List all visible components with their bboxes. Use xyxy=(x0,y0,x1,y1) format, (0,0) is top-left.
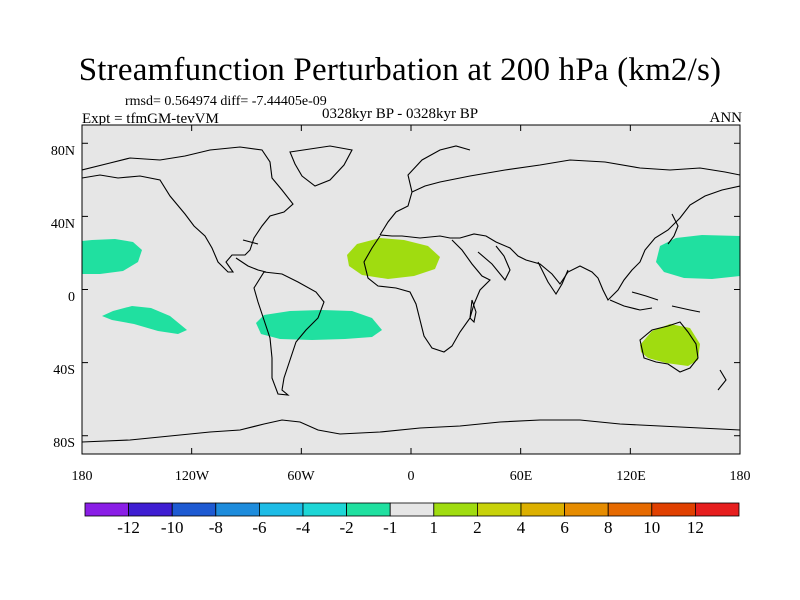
colorbar-swatch xyxy=(607,502,653,517)
chart-title: Streamfunction Perturbation at 200 hPa (… xyxy=(78,52,722,88)
stats-text: rmsd= 0.564974 diff= -7.44405e-09 xyxy=(125,94,327,109)
colorbar-swatch xyxy=(476,502,522,517)
x-tick-label: 0 xyxy=(408,469,415,484)
x-tick-label: 180 xyxy=(730,469,751,484)
y-tick-label: 40N xyxy=(51,217,75,232)
colorbar-label: 1 xyxy=(430,518,439,537)
colorbar-swatch xyxy=(128,502,173,517)
colorbar-swatch xyxy=(564,502,609,517)
australia-anomaly xyxy=(640,324,700,366)
colorbar-label: 10 xyxy=(643,518,660,537)
colorbar-swatch xyxy=(389,502,435,517)
south-pacific-anomaly xyxy=(102,306,187,334)
x-tick-label: 120W xyxy=(175,469,210,484)
colorbar-labels: -12 -10 -8 -6 -4 -2 -1 1 2 4 6 8 10 12 xyxy=(117,518,704,537)
coastlines xyxy=(82,145,740,443)
colorbar-swatch xyxy=(433,502,478,517)
colorbar-swatch xyxy=(346,502,391,517)
colorbar-label: 2 xyxy=(473,518,482,537)
colorbar-label: -1 xyxy=(383,518,397,537)
colorbar-swatch xyxy=(695,502,740,517)
colorbar-swatch xyxy=(215,502,260,517)
colorbar-label: -10 xyxy=(161,518,184,537)
colorbar-label: 8 xyxy=(604,518,613,537)
colorbar-swatch xyxy=(84,502,129,517)
anomaly-layer xyxy=(82,235,740,366)
west-pacific-anomaly xyxy=(656,235,740,279)
colorbar xyxy=(84,502,740,517)
colorbar-swatch xyxy=(302,502,347,517)
y-tick-label: 80N xyxy=(51,144,75,159)
colorbar-label: -2 xyxy=(340,518,354,537)
colorbar-label: -8 xyxy=(209,518,223,537)
x-tick-label: 120E xyxy=(616,469,646,484)
y-tick-label: 0 xyxy=(68,290,75,305)
experiment-label: Expt = tfmGM-tevVM xyxy=(82,111,219,127)
north-africa-anomaly xyxy=(347,238,440,279)
colorbar-swatch xyxy=(258,502,304,517)
colorbar-label: 6 xyxy=(560,518,569,537)
colorbar-label: 12 xyxy=(687,518,704,537)
x-tick-label: 180 xyxy=(72,469,93,484)
map-background xyxy=(82,125,740,454)
colorbar-swatch xyxy=(520,502,565,517)
season-label: ANN xyxy=(709,110,743,126)
period-label: 0328kyr BP - 0328kyr BP xyxy=(322,106,479,122)
north-pacific-west-anomaly xyxy=(82,239,142,274)
colorbar-label: -6 xyxy=(252,518,266,537)
y-tick-label: 40S xyxy=(53,363,75,378)
x-tick-label: 60W xyxy=(287,469,315,484)
colorbar-swatch xyxy=(171,502,217,517)
axis-ticks xyxy=(81,125,741,454)
colorbar-label: -12 xyxy=(117,518,140,537)
y-tick-label: 80S xyxy=(53,436,75,451)
south-america-atlantic-anomaly xyxy=(256,310,382,340)
colorbar-swatch xyxy=(651,502,696,517)
x-tick-label: 60E xyxy=(510,469,533,484)
colorbar-label: 4 xyxy=(517,518,526,537)
colorbar-label: -4 xyxy=(296,518,311,537)
